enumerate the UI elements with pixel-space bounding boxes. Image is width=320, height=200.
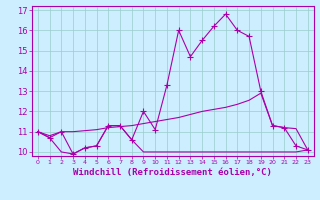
X-axis label: Windchill (Refroidissement éolien,°C): Windchill (Refroidissement éolien,°C) bbox=[73, 168, 272, 177]
